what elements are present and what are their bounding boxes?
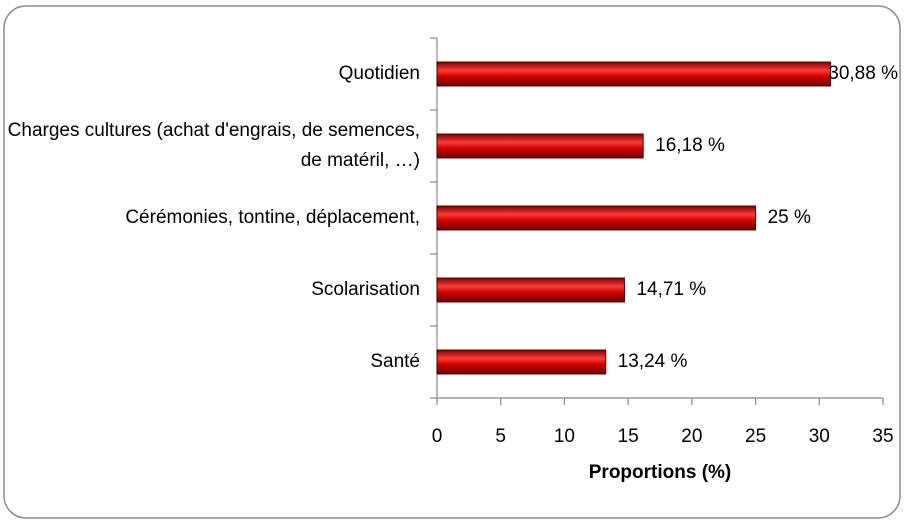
value-label: 16,18 %: [655, 135, 725, 156]
x-tick-label: 10: [554, 426, 575, 447]
value-label: 25 %: [768, 207, 811, 228]
bar: [436, 277, 625, 303]
x-tick-label: 15: [618, 426, 639, 447]
x-tick-label: 30: [809, 426, 830, 447]
bar: [436, 349, 607, 375]
value-label: 30,88 %: [828, 63, 898, 84]
bar: [436, 205, 757, 231]
x-tick-label: 35: [872, 426, 893, 447]
y-tick-label: Charges cultures (achat d'engrais, de se…: [7, 120, 420, 171]
x-tick-label: 25: [745, 426, 766, 447]
x-tick-label: 5: [495, 426, 506, 447]
x-axis-label: Proportions (%): [589, 462, 732, 483]
bar: [436, 133, 644, 159]
y-tick-label: Scolarisation: [311, 279, 420, 300]
x-tick-label: 0: [432, 426, 443, 447]
x-tick-label: 20: [681, 426, 702, 447]
y-tick-label: Quotidien: [338, 63, 420, 84]
bar: [436, 61, 831, 87]
value-label: 14,71 %: [636, 279, 706, 300]
y-tick-label: Santé: [370, 351, 420, 372]
y-tick-label: Cérémonies, tontine, déplacement,: [125, 207, 420, 228]
value-label: 13,24 %: [618, 351, 688, 372]
frame: [3, 5, 901, 519]
